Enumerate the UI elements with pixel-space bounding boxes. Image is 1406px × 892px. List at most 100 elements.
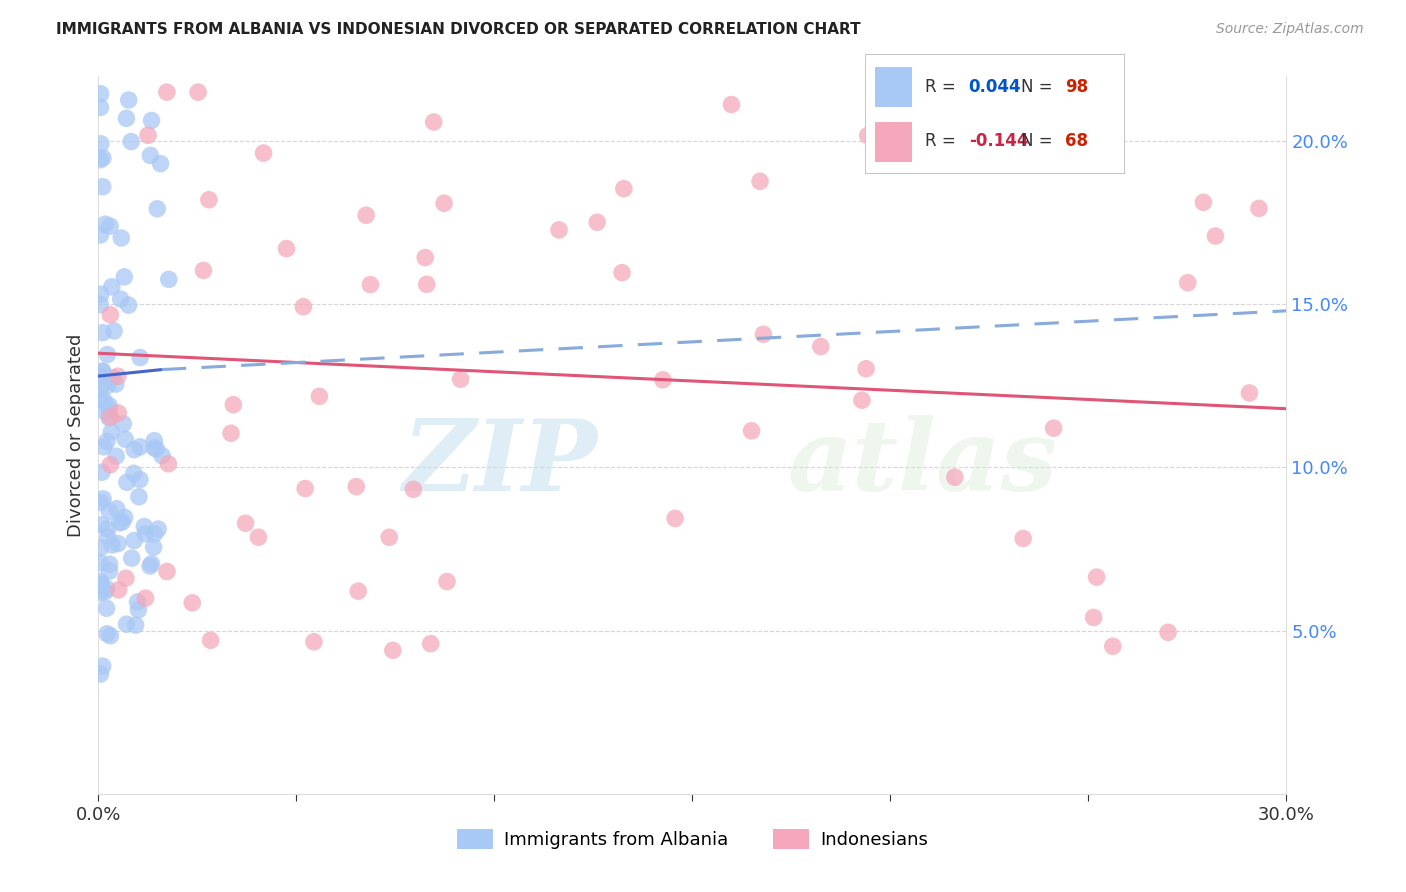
Point: [157, 272, 180, 286]
Point: [450, 372, 472, 386]
Text: atlas: atlas: [787, 416, 1057, 512]
Point: [90, 392, 112, 406]
Point: [294, 482, 316, 496]
Point: [98, 399, 121, 413]
Point: [89, 667, 111, 681]
Point: [91, 364, 114, 378]
Bar: [875, 67, 911, 106]
Text: Source: ZipAtlas.com: Source: ZipAtlas.com: [1216, 22, 1364, 37]
Point: [90, 578, 112, 592]
Point: [101, 538, 124, 552]
Point: [149, 156, 172, 170]
Point: [548, 223, 571, 237]
Point: [115, 475, 138, 490]
Point: [112, 417, 135, 431]
Point: [90, 287, 112, 301]
Point: [252, 146, 274, 161]
Point: [104, 377, 127, 392]
Point: [96, 347, 118, 361]
Point: [851, 393, 873, 408]
Point: [347, 584, 370, 599]
Text: N =: N =: [1021, 132, 1057, 150]
Point: [1247, 202, 1270, 216]
Point: [89, 574, 111, 589]
Point: [124, 618, 146, 632]
Point: [89, 586, 111, 600]
Point: [96, 582, 118, 596]
Point: [139, 148, 162, 162]
Point: [90, 541, 112, 555]
Point: [98, 409, 121, 424]
Point: [143, 441, 166, 455]
Point: [931, 119, 953, 133]
Point: [855, 361, 877, 376]
Point: [96, 627, 118, 641]
Point: [98, 564, 121, 578]
Point: [98, 558, 121, 572]
Point: [1204, 229, 1226, 244]
Point: [89, 495, 111, 509]
Point: [100, 629, 122, 643]
Point: [107, 536, 129, 550]
Point: [613, 181, 636, 195]
Point: [146, 522, 169, 536]
Point: [150, 449, 173, 463]
Point: [127, 603, 149, 617]
Point: [90, 136, 112, 151]
Point: [110, 292, 132, 306]
Point: [752, 327, 775, 342]
Point: [96, 522, 118, 536]
Point: [129, 440, 152, 454]
Point: [89, 381, 111, 395]
Point: [198, 193, 221, 207]
Point: [1085, 570, 1108, 584]
Point: [1083, 610, 1105, 624]
Point: [110, 231, 132, 245]
Point: [136, 128, 159, 143]
Point: [142, 540, 165, 554]
Point: [402, 483, 425, 497]
Point: [121, 551, 143, 566]
Point: [749, 174, 772, 188]
Text: -0.144: -0.144: [969, 132, 1028, 150]
Point: [302, 634, 325, 648]
Point: [96, 434, 118, 449]
Point: [187, 85, 209, 99]
Point: [308, 389, 330, 403]
Point: [98, 403, 121, 417]
Text: 98: 98: [1064, 78, 1088, 95]
Point: [115, 617, 138, 632]
Point: [146, 202, 169, 216]
Point: [103, 324, 125, 338]
Point: [433, 196, 456, 211]
Point: [98, 219, 121, 234]
Point: [107, 369, 129, 384]
Point: [89, 556, 111, 570]
Point: [94, 584, 117, 599]
Text: IMMIGRANTS FROM ALBANIA VS INDONESIAN DIVORCED OR SEPARATED CORRELATION CHART: IMMIGRANTS FROM ALBANIA VS INDONESIAN DI…: [56, 22, 860, 37]
Point: [100, 425, 122, 439]
Point: [416, 277, 439, 292]
Point: [94, 217, 117, 231]
Point: [129, 351, 152, 365]
Point: [98, 308, 121, 322]
Point: [1012, 532, 1035, 546]
Point: [89, 369, 111, 384]
Point: [91, 659, 114, 673]
Text: R =: R =: [925, 132, 960, 150]
Point: [139, 559, 162, 574]
Point: [111, 515, 134, 529]
Point: [89, 227, 111, 242]
Point: [96, 601, 118, 615]
Point: [127, 595, 149, 609]
Point: [344, 479, 367, 493]
Point: [117, 298, 139, 312]
Point: [664, 511, 686, 525]
Point: [91, 326, 114, 340]
Point: [235, 516, 257, 531]
Point: [91, 465, 114, 479]
Point: [91, 179, 114, 194]
Point: [94, 405, 117, 419]
Point: [128, 490, 150, 504]
Point: [741, 424, 763, 438]
